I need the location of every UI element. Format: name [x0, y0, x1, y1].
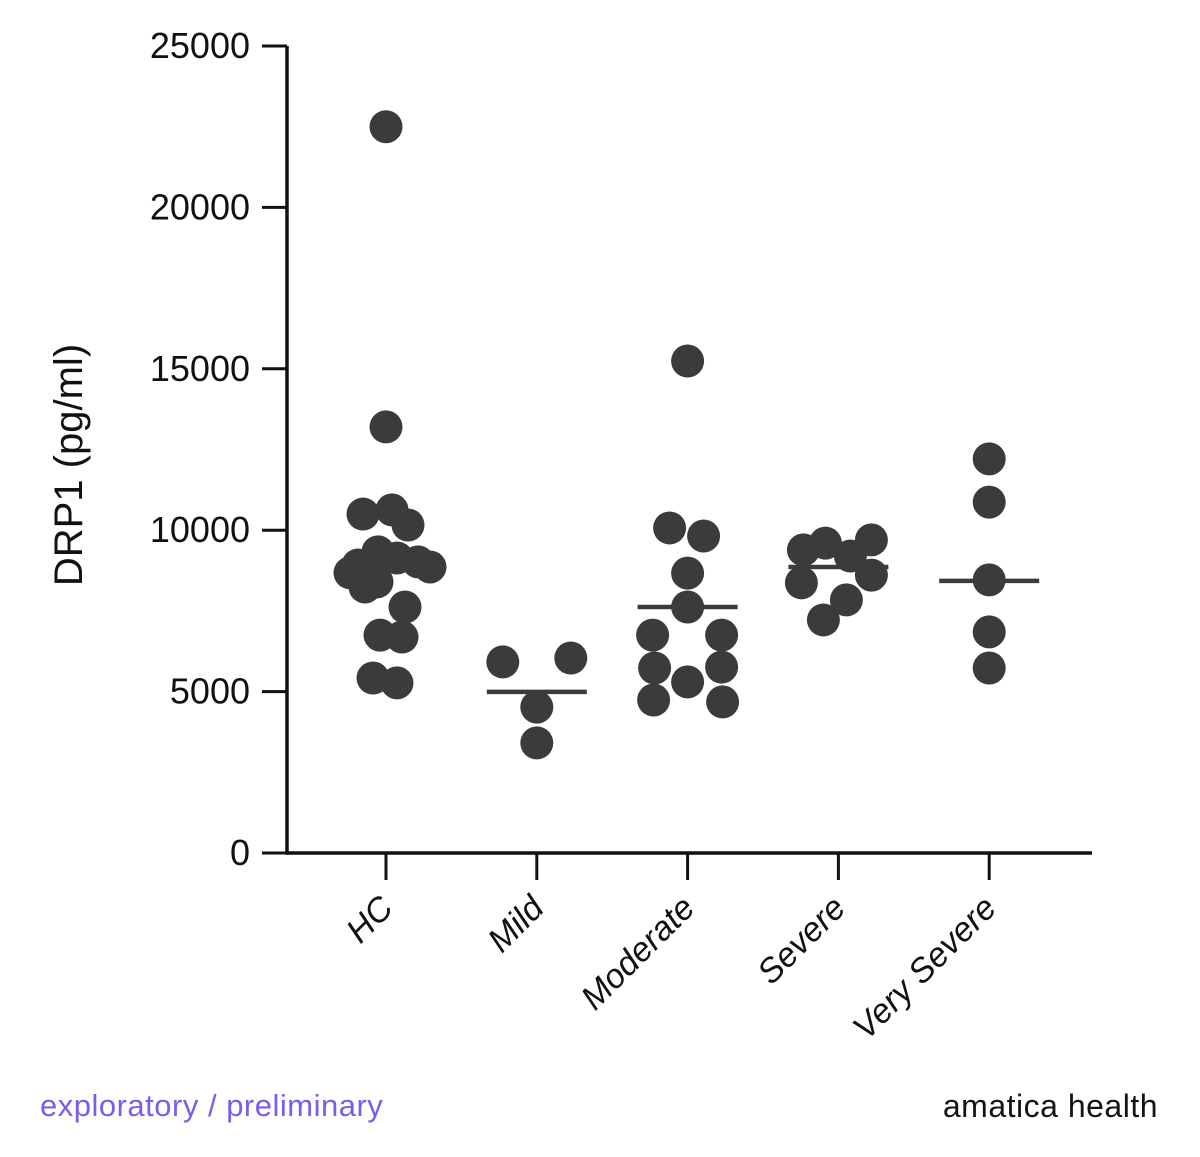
- data-point: [687, 519, 721, 553]
- x-axis-category-label: Very Severe: [846, 889, 1004, 1047]
- data-point: [854, 558, 888, 592]
- y-axis-title: DRP1 (pg/ml): [47, 344, 91, 586]
- data-point: [671, 344, 705, 378]
- data-point: [391, 508, 425, 542]
- data-point: [972, 563, 1006, 597]
- data-point: [806, 603, 840, 637]
- data-point: [972, 651, 1006, 685]
- data-point: [808, 526, 842, 560]
- data-point: [972, 485, 1006, 519]
- data-point: [369, 410, 403, 444]
- data-point: [486, 645, 520, 679]
- y-tick-label: 10000: [150, 509, 250, 550]
- x-axis-category-label: Mild: [481, 888, 553, 960]
- brand-amatica-health: amatica health: [942, 1088, 1158, 1124]
- x-axis-category-label: Severe: [750, 889, 853, 992]
- data-point: [385, 620, 419, 654]
- data-point: [671, 556, 705, 590]
- data-point: [854, 523, 888, 557]
- data-point: [369, 110, 403, 144]
- data-point: [348, 570, 382, 604]
- data-point: [413, 550, 447, 584]
- data-point: [637, 683, 671, 717]
- data-point: [705, 618, 739, 652]
- data-point: [829, 583, 863, 617]
- data-point: [653, 511, 687, 545]
- data-point: [972, 615, 1006, 649]
- data-point: [554, 641, 588, 675]
- data-point: [671, 590, 705, 624]
- data-point: [705, 650, 739, 684]
- watermark-exploratory-preliminary: exploratory / preliminary: [40, 1088, 384, 1123]
- y-tick-label: 25000: [150, 25, 250, 66]
- data-point: [671, 665, 705, 699]
- x-axis-category-label: Moderate: [574, 889, 702, 1017]
- data-point: [638, 651, 672, 685]
- data-point: [380, 666, 414, 700]
- y-tick-label: 0: [230, 832, 250, 873]
- data-point: [636, 618, 670, 652]
- data-point: [706, 685, 740, 719]
- y-tick-label: 15000: [150, 348, 250, 389]
- y-tick-label: 5000: [170, 671, 250, 712]
- x-axis-category-label: HC: [339, 888, 401, 950]
- data-point: [346, 497, 380, 531]
- y-tick-label: 20000: [150, 186, 250, 227]
- data-point: [520, 726, 554, 760]
- data-point: [388, 590, 422, 624]
- data-point: [972, 442, 1006, 476]
- data-point: [784, 566, 818, 600]
- data-point: [520, 690, 554, 724]
